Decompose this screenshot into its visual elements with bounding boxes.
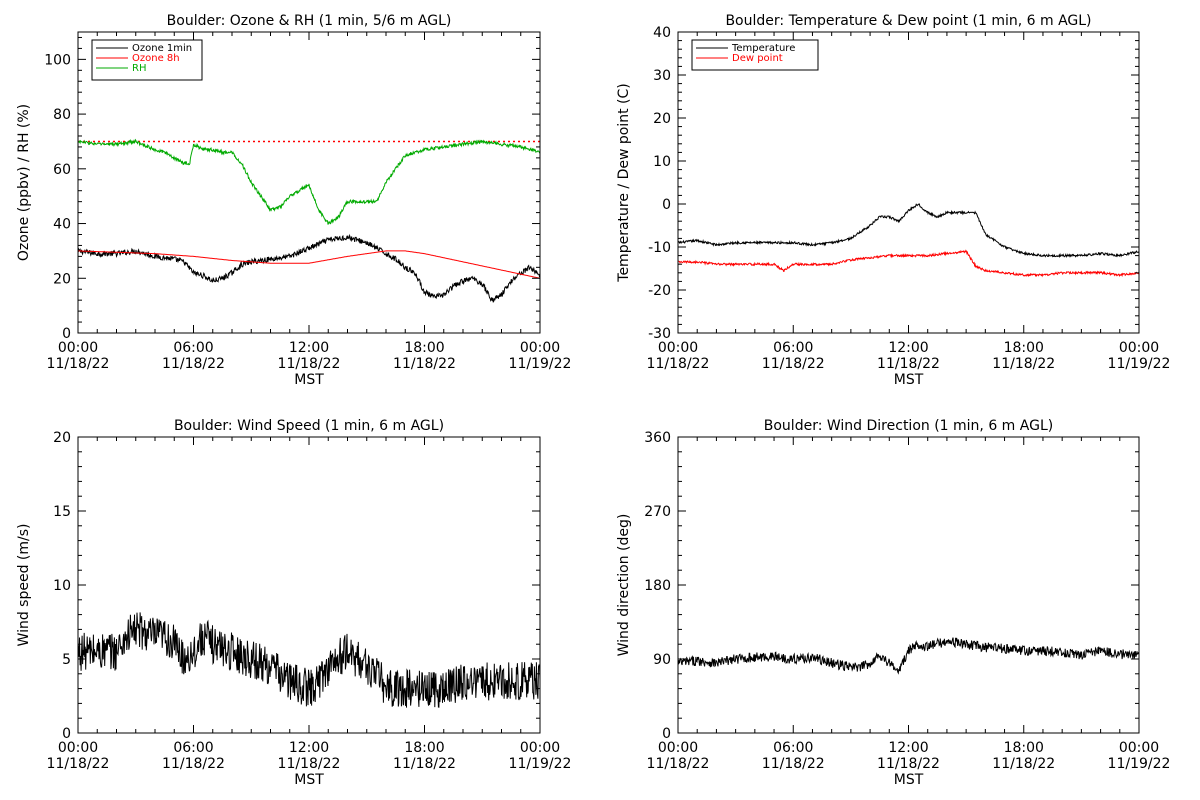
x-tick-label-time: 00:00 (1119, 740, 1159, 756)
chart-1: Boulder: Ozone & RH (1 min, 5/6 m AGL) 0 2… (16, 13, 571, 388)
y-tick-label: 20 (53, 430, 71, 446)
legend-box (691, 39, 819, 71)
x-tick-label-time: 00:00 (520, 740, 560, 756)
y-tick-label: -20 (648, 283, 671, 299)
x-tick-label-time: 06:00 (773, 340, 813, 356)
x-axis-label: MST (894, 772, 924, 788)
x-tick-label-time: 06:00 (173, 340, 213, 356)
x-tick-label-time: 18:00 (404, 740, 444, 756)
x-tick-label-date: 11/18/22 (992, 356, 1055, 372)
y-tick-label: -10 (648, 240, 671, 256)
x-tick-label-date: 11/18/22 (992, 756, 1055, 772)
x-tick-label-date: 11/18/22 (47, 356, 110, 372)
chart-title: Boulder: Temperature & Dew point (1 min,… (725, 13, 1091, 29)
legend-label: Temperature (731, 43, 795, 54)
y-tick-label: 80 (53, 107, 71, 123)
y-tick-label: 20 (53, 271, 71, 287)
chart-title: Boulder: Wind Direction (1 min, 6 m AGL) (764, 418, 1053, 434)
chart-title: Boulder: Wind Speed (1 min, 6 m AGL) (174, 418, 444, 434)
x-tick-label-date: 11/18/22 (393, 756, 456, 772)
x-tick-label-time: 18:00 (1004, 340, 1044, 356)
series-line-temperature (677, 203, 1140, 259)
y-tick-label: 0 (662, 197, 671, 213)
x-tick-label-time: 12:00 (888, 340, 928, 356)
y-tick-label: 10 (53, 578, 71, 594)
y-tick-label: -30 (648, 326, 671, 342)
x-tick-label-date: 11/18/22 (647, 356, 710, 372)
x-tick-label-time: 00:00 (520, 340, 560, 356)
x-tick-label-time: 06:00 (773, 740, 813, 756)
legend-label: Ozone 8h (132, 53, 180, 64)
x-tick-label-time: 00:00 (1119, 340, 1159, 356)
x-tick-label-time: 00:00 (658, 340, 698, 356)
series-line-ozone-1min (77, 233, 540, 303)
series-line-4 (677, 637, 1140, 675)
plot-frame (677, 436, 1140, 734)
x-tick-label-time: 12:00 (289, 340, 329, 356)
x-tick-label-date: 11/18/22 (762, 756, 825, 772)
y-tick-label: 5 (62, 652, 71, 668)
x-tick-label-time: 00:00 (58, 340, 98, 356)
x-tick-label-time: 12:00 (888, 740, 928, 756)
y-tick-label: 40 (53, 217, 71, 233)
chart-2: Boulder: Temperature & Dew point (1 min,… (616, 13, 1170, 388)
y-tick-label: 30 (653, 68, 671, 84)
y-axis-label: Temperature / Dew point (C) (616, 83, 632, 282)
y-tick-label: 20 (653, 111, 671, 127)
x-tick-label-time: 00:00 (658, 740, 698, 756)
legend-label: Dew point (732, 53, 783, 64)
series-line-ozone-8h (78, 250, 541, 279)
x-tick-label-date: 11/18/22 (47, 756, 110, 772)
legend-label: Ozone 1min (132, 43, 192, 54)
x-tick-label-time: 12:00 (289, 740, 329, 756)
x-tick-label-date: 11/18/22 (647, 756, 710, 772)
chart-3: Boulder: Wind Speed (1 min, 6 m AGL) 0 5 10… (16, 418, 571, 788)
y-tick-label: 270 (644, 504, 671, 520)
plot-frame (677, 31, 1140, 334)
y-tick-label: 90 (653, 652, 671, 668)
y-tick-label: 180 (644, 578, 671, 594)
x-tick-label-date: 11/18/22 (278, 356, 341, 372)
series-line-3 (77, 612, 541, 708)
y-tick-label: 0 (62, 726, 71, 742)
y-tick-label: 15 (53, 504, 71, 520)
x-tick-label-date: 11/19/22 (1108, 356, 1171, 372)
y-tick-label: 10 (653, 154, 671, 170)
x-tick-label-time: 18:00 (1004, 740, 1044, 756)
y-axis-label: Wind speed (m/s) (16, 524, 32, 647)
series-line-rh (77, 138, 541, 225)
y-tick-label: 0 (62, 326, 71, 342)
x-tick-label-date: 11/18/22 (877, 756, 940, 772)
y-tick-label: 0 (662, 726, 671, 742)
legend-label: RH (132, 63, 146, 74)
x-tick-label-date: 11/19/22 (509, 356, 572, 372)
x-tick-label-date: 11/19/22 (509, 756, 572, 772)
y-tick-label: 60 (53, 162, 71, 178)
x-axis-label: MST (294, 772, 324, 788)
x-tick-label-date: 11/18/22 (877, 356, 940, 372)
legend-box (91, 39, 203, 81)
y-tick-label: 360 (644, 430, 671, 446)
y-axis-label: Ozone (ppbv) / RH (%) (16, 104, 32, 261)
x-tick-label-date: 11/18/22 (762, 356, 825, 372)
y-tick-label: 40 (653, 25, 671, 41)
x-tick-label-date: 11/18/22 (162, 756, 225, 772)
chart-4: Boulder: Wind Direction (1 min, 6 m AGL)… (616, 418, 1170, 788)
chart-title: Boulder: Ozone & RH (1 min, 5/6 m AGL) (167, 13, 452, 29)
x-axis-label: MST (294, 372, 324, 388)
x-tick-label-date: 11/18/22 (278, 756, 341, 772)
x-tick-label-date: 11/19/22 (1108, 756, 1171, 772)
y-axis-label: Wind direction (deg) (616, 514, 632, 657)
y-tick-label: 100 (44, 52, 71, 68)
series-line-dew-point (677, 249, 1140, 278)
x-tick-label-time: 06:00 (173, 740, 213, 756)
x-tick-label-date: 11/18/22 (162, 356, 225, 372)
x-tick-label-time: 00:00 (58, 740, 98, 756)
x-axis-label: MST (894, 372, 924, 388)
x-tick-label-date: 11/18/22 (393, 356, 456, 372)
x-tick-label-time: 18:00 (404, 340, 444, 356)
